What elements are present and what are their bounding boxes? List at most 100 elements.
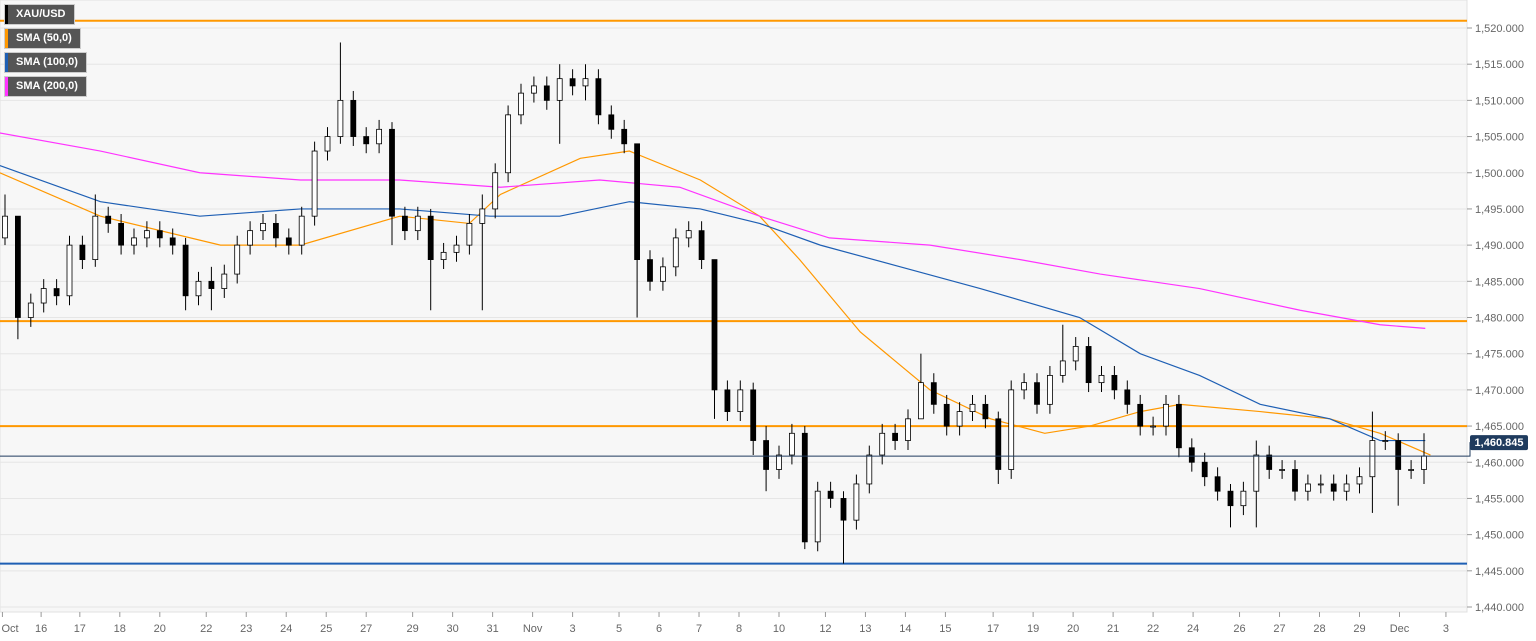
candle-bullish[interactable] [518, 92, 524, 116]
candle-bullish[interactable] [582, 78, 589, 87]
candle-bullish[interactable] [789, 432, 795, 456]
candle-bearish[interactable] [1124, 389, 1131, 405]
candle-bullish[interactable] [324, 136, 331, 152]
candle-bearish[interactable] [1034, 382, 1040, 405]
candle-bearish[interactable] [79, 244, 86, 261]
candle-bearish[interactable] [156, 230, 163, 239]
candle-bearish[interactable] [1330, 483, 1337, 492]
candle-bearish[interactable] [1227, 490, 1234, 507]
candle-bullish[interactable] [260, 223, 266, 232]
candle-bearish[interactable] [118, 223, 124, 246]
candle-bullish[interactable] [685, 230, 692, 239]
candle-bearish[interactable] [272, 223, 279, 239]
candle-bullish[interactable] [466, 223, 473, 246]
candle-bearish[interactable] [182, 244, 189, 297]
candle-bearish[interactable] [1188, 447, 1195, 463]
candle-bullish[interactable] [234, 244, 241, 275]
candle-bullish[interactable] [479, 208, 486, 224]
candle-bullish[interactable] [1163, 403, 1169, 427]
candle-bullish[interactable] [376, 128, 383, 145]
candle-bearish[interactable] [995, 418, 1002, 470]
candle-bullish[interactable] [1382, 440, 1389, 442]
candle-bullish[interactable] [337, 99, 344, 137]
candle-bearish[interactable] [840, 498, 847, 521]
candle-bullish[interactable] [1253, 454, 1260, 492]
candle-bullish[interactable] [221, 273, 228, 289]
legend-item-sma200[interactable]: SMA (200,0) [4, 76, 87, 97]
candle-bearish[interactable] [711, 259, 718, 391]
candle-bearish[interactable] [105, 215, 112, 224]
candle-bearish[interactable] [892, 432, 898, 441]
candle-bearish[interactable] [1111, 374, 1118, 391]
candle-bearish[interactable] [621, 128, 628, 145]
candle-bullish[interactable] [1356, 476, 1363, 485]
candle-bullish[interactable] [1421, 455, 1427, 470]
legend-item-sma100[interactable]: SMA (100,0) [4, 52, 87, 73]
candle-bullish[interactable] [1008, 389, 1015, 470]
candle-bearish[interactable] [647, 259, 653, 282]
candle-bullish[interactable] [143, 230, 150, 239]
candle-bearish[interactable] [763, 440, 769, 470]
candle-bearish[interactable] [53, 288, 60, 297]
candle-bearish[interactable] [285, 237, 292, 246]
legend-item-sma50[interactable]: SMA (50,0) [4, 28, 81, 49]
candle-bullish[interactable] [853, 483, 860, 521]
candle-bearish[interactable] [801, 432, 808, 543]
candle-bearish[interactable] [14, 215, 21, 318]
candle-bullish[interactable] [1305, 483, 1311, 492]
candle-bullish[interactable] [776, 454, 782, 470]
candle-bearish[interactable] [427, 215, 434, 261]
candle-bearish[interactable] [1214, 476, 1221, 492]
candle-bearish[interactable] [724, 389, 731, 412]
candle-bearish[interactable] [608, 114, 615, 130]
legend-item-xauusd[interactable]: XAU/USD [4, 4, 75, 25]
candle-bullish[interactable] [1279, 469, 1285, 471]
candle-bearish[interactable] [1201, 461, 1208, 478]
candle-bullish[interactable] [311, 150, 318, 217]
candle-bullish[interactable] [1317, 483, 1324, 486]
candle-bearish[interactable] [208, 280, 215, 289]
candle-bullish[interactable] [1408, 469, 1414, 471]
candle-bullish[interactable] [1150, 425, 1156, 428]
candle-bullish[interactable] [505, 114, 512, 174]
candle-bullish[interactable] [737, 389, 744, 412]
candle-bullish[interactable] [440, 251, 447, 261]
candle-bullish[interactable] [956, 411, 963, 427]
candle-bullish[interactable] [1047, 374, 1053, 405]
candle-bullish[interactable] [2, 215, 8, 239]
candle-bullish[interactable] [92, 215, 99, 261]
candle-bearish[interactable] [595, 78, 602, 116]
candle-bullish[interactable] [866, 454, 873, 485]
candle-bullish[interactable] [1021, 382, 1027, 391]
candle-bearish[interactable] [1176, 403, 1182, 449]
candle-bullish[interactable] [814, 490, 821, 543]
candle-bearish[interactable] [1395, 440, 1402, 470]
candle-bullish[interactable] [672, 237, 679, 268]
candle-bearish[interactable] [1137, 403, 1144, 427]
candle-bullish[interactable] [905, 418, 911, 441]
candle-bullish[interactable] [40, 288, 47, 304]
candle-bullish[interactable] [1343, 483, 1350, 492]
candle-bearish[interactable] [982, 403, 989, 420]
candle-bearish[interactable] [1266, 454, 1273, 470]
candle-bullish[interactable] [1059, 360, 1066, 376]
candle-bullish[interactable] [1098, 374, 1105, 384]
candle-bearish[interactable] [543, 85, 550, 101]
candle-bullish[interactable] [660, 266, 666, 282]
candle-bearish[interactable] [827, 490, 834, 499]
candle-bearish[interactable] [350, 99, 357, 137]
candle-bullish[interactable] [556, 78, 563, 101]
candle-bearish[interactable] [1292, 469, 1298, 492]
candle-bullish[interactable] [531, 85, 537, 94]
candle-bullish[interactable] [195, 280, 202, 297]
candle-bearish[interactable] [569, 78, 576, 87]
candle-bullish[interactable] [918, 382, 924, 420]
candle-bullish[interactable] [492, 172, 499, 210]
candle-bullish[interactable] [131, 237, 137, 246]
candle-bearish[interactable] [401, 215, 408, 232]
candle-bearish[interactable] [1085, 346, 1092, 384]
candle-bearish[interactable] [943, 403, 950, 427]
candle-bearish[interactable] [750, 389, 757, 441]
candle-bullish[interactable] [1072, 346, 1079, 362]
candle-bearish[interactable] [634, 143, 640, 261]
